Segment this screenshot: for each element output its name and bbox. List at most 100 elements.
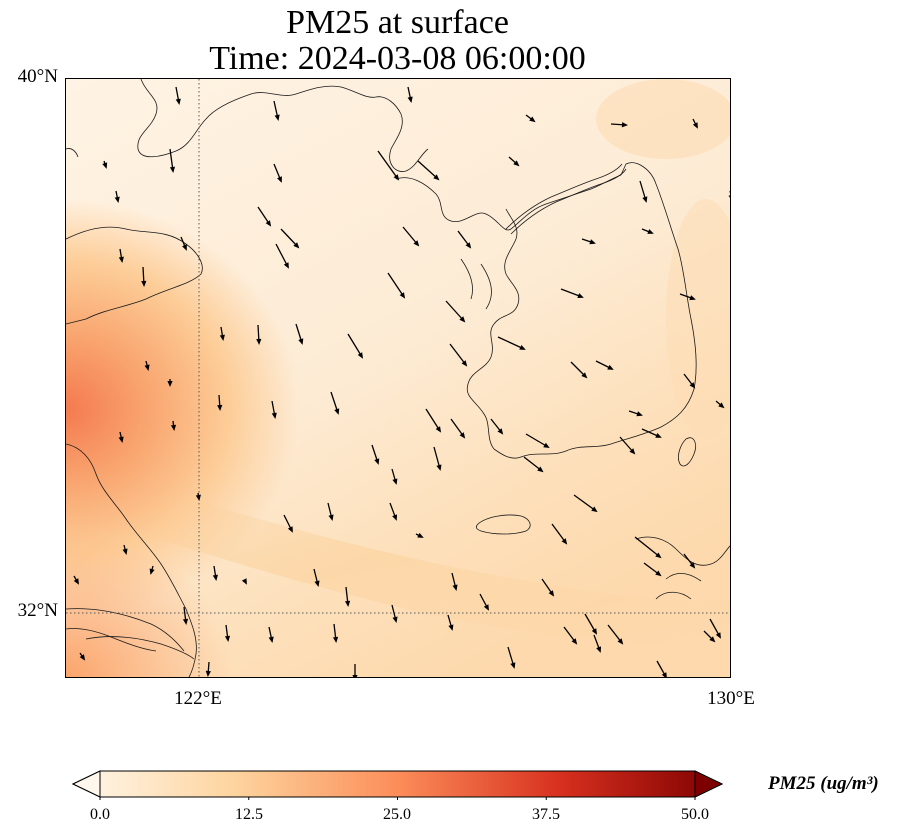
wind-vector — [525, 433, 549, 448]
wind-vector-arrowhead — [537, 466, 544, 473]
pm25-hotspot-southwest — [66, 79, 730, 677]
wind-vector-arrowhead — [149, 568, 155, 575]
wind-vector — [573, 494, 597, 512]
wind-vector-arrowhead — [548, 590, 555, 597]
wind-vector-arrowhead — [332, 636, 339, 643]
colorbar-tick-12-5: 12.5 — [235, 806, 263, 823]
wind-vector-arrowhead — [392, 616, 398, 623]
wind-vector-arrowhead — [283, 262, 289, 269]
wind-vector-arrowhead — [298, 338, 304, 345]
wind-vector — [445, 300, 465, 322]
colorbar — [71, 770, 724, 800]
wind-vector-arrowhead — [510, 662, 516, 669]
wind-vector — [275, 243, 289, 268]
wind-vector-arrowhead — [102, 162, 108, 169]
wind-vector — [387, 272, 405, 298]
wind-vector-arrowhead — [73, 578, 79, 585]
wind-vector-arrowhead — [256, 338, 262, 345]
wind-vector-arrowhead — [655, 432, 662, 438]
wind-vector-arrowhead — [452, 584, 458, 591]
wind-vector-arrowhead — [647, 229, 654, 234]
lat-tick-40n: 40°N — [17, 66, 58, 87]
wind-vector-arrowhead — [459, 432, 466, 439]
wind-vector-arrowhead — [655, 570, 662, 577]
wind-vector-arrowhead — [689, 382, 696, 389]
wind-vector-arrowhead — [621, 122, 628, 128]
lon-tick-122e: 122°E — [174, 688, 222, 709]
wind-vector-arrowhead — [241, 578, 247, 585]
wind-vector-arrowhead — [642, 196, 648, 203]
wind-vector — [347, 333, 363, 358]
wind-vector-arrowhead — [689, 562, 696, 569]
pm25-patch-northeast — [596, 79, 730, 159]
wind-vector-arrowhead — [224, 635, 231, 642]
wind-vector-arrowhead — [141, 280, 147, 287]
wind-vector-arrowhead — [344, 600, 351, 607]
colorbar-tick-25: 25.0 — [383, 806, 411, 823]
wind-vector-arrowhead — [629, 448, 636, 455]
wind-vector-arrowhead — [393, 174, 400, 181]
wind-vector-arrowhead — [591, 506, 598, 513]
wind-vector-arrowhead — [175, 98, 181, 105]
wind-vector-arrowhead — [182, 244, 187, 251]
wind-vector-arrowhead — [144, 364, 150, 371]
wind-vector-arrowhead — [577, 293, 584, 299]
wind-vector-arrowhead — [392, 514, 398, 521]
colorbar-tick-37-5: 37.5 — [532, 806, 560, 823]
wind-vector-arrowhead — [314, 580, 320, 587]
wind-vector-arrowhead — [465, 242, 472, 249]
colorbar-label: PM25 (ug/m³) — [768, 773, 879, 794]
wind-vector-arrowhead — [212, 574, 218, 581]
lat-tick-32n: 32°N — [17, 600, 58, 621]
wind-vector-arrowhead — [591, 628, 598, 635]
wind-vector-arrowhead — [399, 292, 406, 299]
wind-vector-arrowhead — [718, 402, 725, 409]
wind-vector-arrowhead — [636, 411, 643, 417]
wind-vector-arrowhead — [519, 344, 526, 350]
wind-vector-arrowhead — [79, 654, 86, 661]
map-canvas — [66, 79, 730, 677]
coastlines — [66, 79, 730, 677]
wind-vector-arrowhead — [655, 552, 662, 559]
wind-vector-arrowhead — [277, 176, 282, 183]
wind-vector-arrowhead — [689, 295, 696, 301]
colorbar-tick-50: 50.0 — [681, 806, 709, 823]
wind-vector-arrowhead — [692, 122, 698, 129]
wind-vector-arrowhead — [497, 428, 504, 435]
wind-vector — [729, 191, 730, 194]
wind-vector-arrowhead — [293, 242, 300, 249]
wind-vector-arrowhead — [529, 116, 536, 123]
map-title-line1: PM25 at surface — [286, 4, 509, 41]
wind-vector-arrowhead — [357, 352, 364, 359]
wind-vector-arrowhead — [461, 360, 468, 367]
wind-vector-arrowhead — [581, 372, 588, 379]
wind-vector-arrowhead — [433, 174, 440, 181]
wind-vector — [417, 160, 439, 180]
wind-vector — [377, 150, 399, 180]
wind-vector-arrowhead — [122, 548, 128, 555]
wind-vector-arrowhead — [728, 195, 730, 198]
wind-vector-arrowhead — [617, 638, 624, 645]
wind-vector-arrowhead — [271, 412, 277, 419]
wind-vector-arrowhead — [352, 675, 358, 677]
colorbar-max-extension — [694, 770, 724, 798]
wind-vector-arrowhead — [167, 381, 173, 387]
wind-vector-arrowhead — [571, 638, 578, 645]
pm25-patch-east — [666, 199, 730, 439]
colorbar-min-extension — [71, 770, 101, 798]
wind-vector-arrowhead — [268, 636, 274, 643]
wind-vector-arrowhead — [417, 532, 424, 538]
wind-vector-arrowhead — [118, 256, 124, 263]
wind-vector-arrowhead — [715, 632, 721, 639]
wind-vector — [497, 336, 525, 350]
wind-vector-arrowhead — [596, 646, 602, 653]
wind-vector-arrowhead — [561, 538, 568, 545]
wind-vector-arrowhead — [513, 160, 520, 167]
wind-vector-arrowhead — [392, 478, 398, 485]
map-title-line2: Time: 2024-03-08 06:00:00 — [209, 40, 586, 77]
wind-vector-arrowhead — [118, 436, 124, 443]
wind-vector-arrowhead — [182, 618, 189, 625]
map-plot-area — [65, 78, 731, 678]
lon-tick-130e: 130°E — [707, 688, 755, 709]
wind-vector-arrowhead — [219, 334, 225, 341]
